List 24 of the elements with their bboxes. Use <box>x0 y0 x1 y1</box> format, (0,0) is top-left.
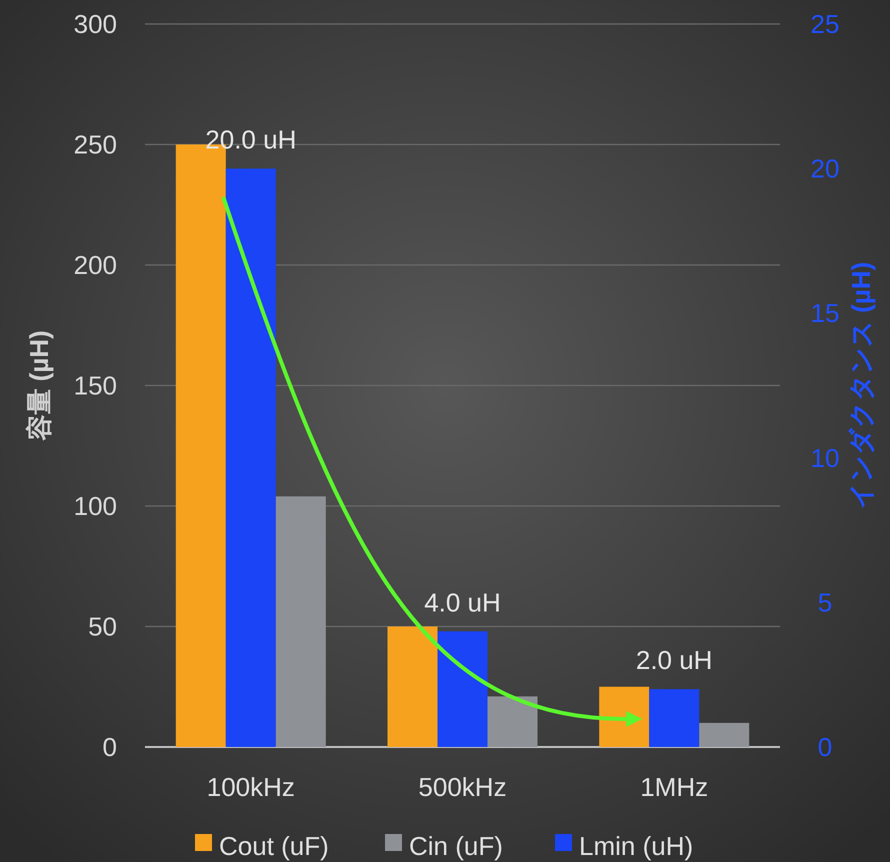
y-tick-label: 50 <box>88 612 117 642</box>
y2-axis-title: インダクタンス (µH) <box>846 262 876 510</box>
y-tick-label: 250 <box>74 130 117 160</box>
y2-tick-label: 10 <box>810 442 840 473</box>
y2-tick-label: 5 <box>818 587 832 618</box>
y-tick-label: 100 <box>74 491 117 521</box>
y2-tick-label: 15 <box>810 298 840 328</box>
x-tick-label: 500kHz <box>418 772 507 802</box>
x-tick-label: 100kHz <box>206 772 295 802</box>
data-label: 2.0 uH <box>636 645 712 676</box>
y-tick-label: 0 <box>102 732 117 762</box>
y2-tick-label: 20 <box>810 154 840 184</box>
legend-label: Lmin (uH) <box>579 831 694 861</box>
y2-tick-label: 25 <box>810 9 840 39</box>
data-label: 4.0 uH <box>424 587 501 618</box>
legend-label: Cin (uF) <box>409 831 503 861</box>
y2-tick-label: 0 <box>818 732 832 762</box>
y-tick-label: 300 <box>74 9 117 39</box>
y-tick-label: 200 <box>74 250 117 280</box>
x-tick-label: 1MHz <box>640 772 708 802</box>
y-axis-title: 容量 (µH) <box>24 330 54 442</box>
y-tick-label: 150 <box>74 370 117 400</box>
data-label: 20.0 uH <box>205 124 296 155</box>
legend-label: Cout (uF) <box>219 831 329 861</box>
